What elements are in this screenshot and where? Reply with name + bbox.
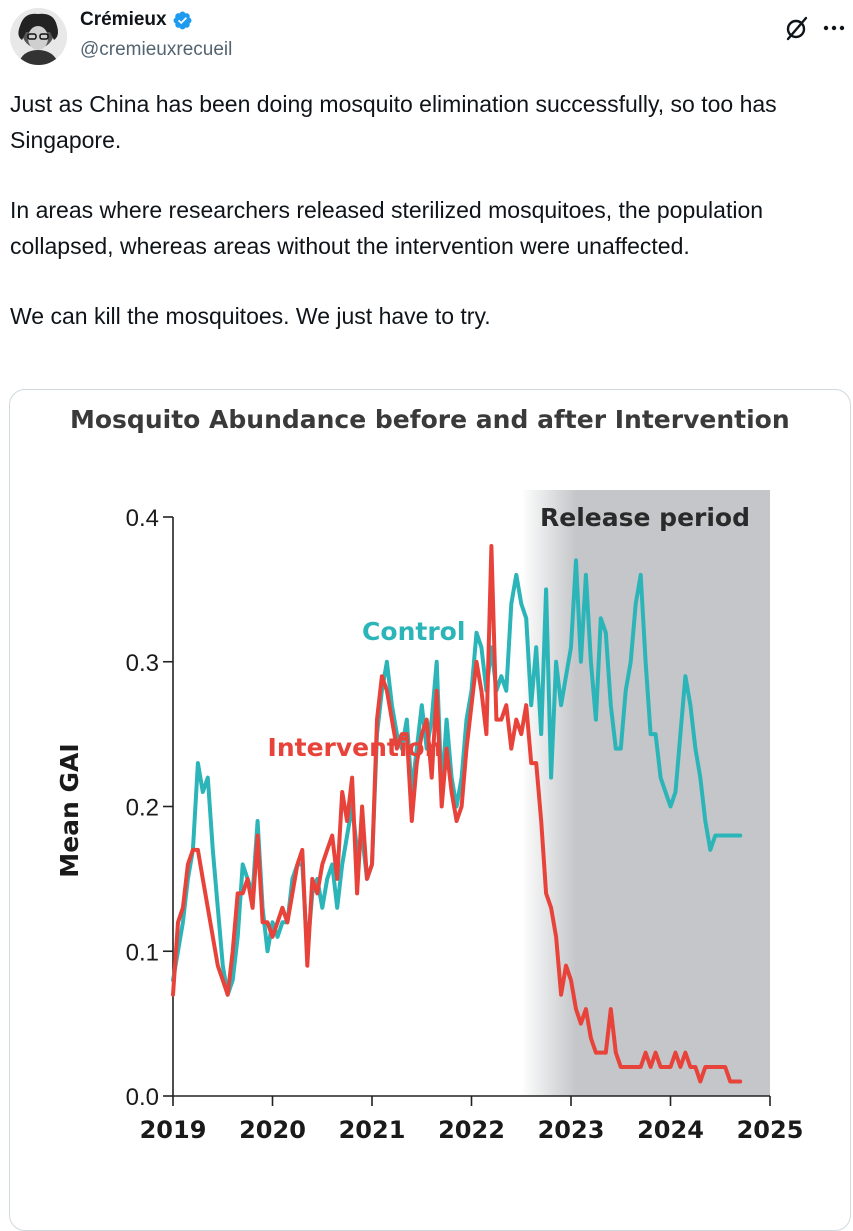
y-axis-label: Mean GAI — [55, 743, 84, 877]
grok-icon — [786, 16, 808, 41]
x-tick-label: 2023 — [538, 1116, 605, 1144]
verified-badge-icon — [173, 11, 192, 29]
y-tick-label: 0.2 — [126, 795, 159, 822]
author-handle[interactable]: @cremieuxrecueil — [80, 39, 233, 60]
more-options-button[interactable] — [820, 14, 848, 42]
intervention-series-label: Intervention — [268, 733, 443, 762]
avatar[interactable] — [10, 8, 67, 65]
tweet-media-image[interactable]: Mosquito Abundance before and after Inte… — [9, 389, 851, 1231]
control-series-label: Control — [362, 617, 465, 646]
author-display-name[interactable]: Crémieux — [80, 9, 167, 30]
tweet-paragraph: We can kill the mosquitoes. We just have… — [10, 303, 491, 329]
x-tick-label: 2020 — [239, 1116, 306, 1144]
x-tick-label: 2022 — [438, 1116, 505, 1144]
x-tick-label: 2024 — [637, 1116, 704, 1144]
release-period-label: Release period — [540, 503, 750, 532]
intervention-series-line — [171, 544, 743, 1084]
x-tick-label: 2019 — [140, 1116, 207, 1144]
more-horizontal-icon — [823, 25, 845, 31]
y-tick-label: 0.1 — [126, 939, 159, 966]
y-tick-label: 0.3 — [126, 650, 159, 677]
control-series-line — [171, 558, 743, 997]
tweet-paragraph: In areas where researchers released ster… — [10, 197, 764, 259]
grok-button[interactable] — [783, 14, 811, 42]
release-period-region — [521, 490, 770, 1096]
x-tick-label: 2025 — [737, 1116, 804, 1144]
author-name[interactable]: Crémieux — [80, 8, 193, 32]
mosquito-abundance-chart: Mosquito Abundance before and after Inte… — [55, 405, 804, 1144]
x-tick-label: 2021 — [339, 1116, 406, 1144]
y-tick-label: 0.4 — [126, 505, 159, 532]
tweet-text: Just as China has been doing mosquito el… — [10, 86, 840, 368]
y-tick-label: 0.0 — [126, 1084, 159, 1111]
tweet-header: Crémieux @cremieuxrecueil — [0, 0, 853, 80]
chart-title: Mosquito Abundance before and after Inte… — [70, 405, 790, 434]
tweet-paragraph: Just as China has been doing mosquito el… — [10, 91, 777, 153]
